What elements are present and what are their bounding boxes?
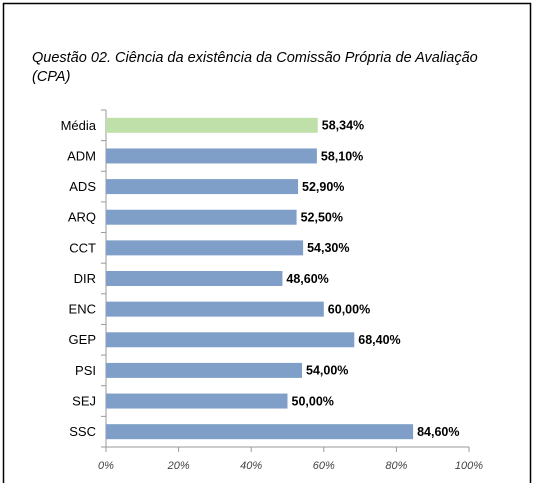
bar xyxy=(106,301,324,317)
y-tick-label: ENC xyxy=(69,302,96,317)
value-label: 84,60% xyxy=(417,425,459,439)
x-tick-label: 40% xyxy=(240,460,262,472)
y-tick-label: SEJ xyxy=(72,393,96,408)
bar xyxy=(106,179,299,195)
value-label: 58,10% xyxy=(321,149,363,163)
x-tick-label: 60% xyxy=(313,460,335,472)
value-label: 52,90% xyxy=(302,180,344,194)
y-tick-label: ARQ xyxy=(68,210,96,225)
bar xyxy=(106,424,414,440)
x-tick-label: 20% xyxy=(167,460,190,472)
bar xyxy=(106,271,283,286)
y-tick-label: PSI xyxy=(75,363,96,378)
value-label: 58,34% xyxy=(322,119,364,133)
value-label: 60,00% xyxy=(328,302,370,316)
bar xyxy=(106,362,303,378)
bar xyxy=(106,209,297,225)
value-label: 68,40% xyxy=(358,333,400,347)
value-label: 52,50% xyxy=(301,211,343,225)
x-tick-label: 0% xyxy=(98,460,114,472)
value-label: 50,00% xyxy=(292,394,334,408)
bar xyxy=(106,393,288,409)
y-tick-label: DIR xyxy=(74,271,96,286)
y-tick-label: SSC xyxy=(69,424,96,439)
y-tick-label: GEP xyxy=(69,332,96,347)
value-label: 48,60% xyxy=(286,272,328,286)
bar xyxy=(106,240,304,256)
chart-title: Questão 02. Ciência da existência da Com… xyxy=(32,50,478,85)
y-tick-label: ADM xyxy=(67,148,96,163)
y-tick-label: ADS xyxy=(69,179,96,194)
y-tick-label: CCT xyxy=(69,240,96,255)
value-label: 54,30% xyxy=(307,241,349,255)
bar xyxy=(106,117,318,133)
bar xyxy=(106,332,355,348)
value-label: 54,00% xyxy=(306,364,348,378)
x-tick-label: 80% xyxy=(385,460,407,472)
bar xyxy=(106,148,317,164)
y-tick-label: Média xyxy=(61,118,97,133)
x-tick-label: 100% xyxy=(455,460,483,472)
